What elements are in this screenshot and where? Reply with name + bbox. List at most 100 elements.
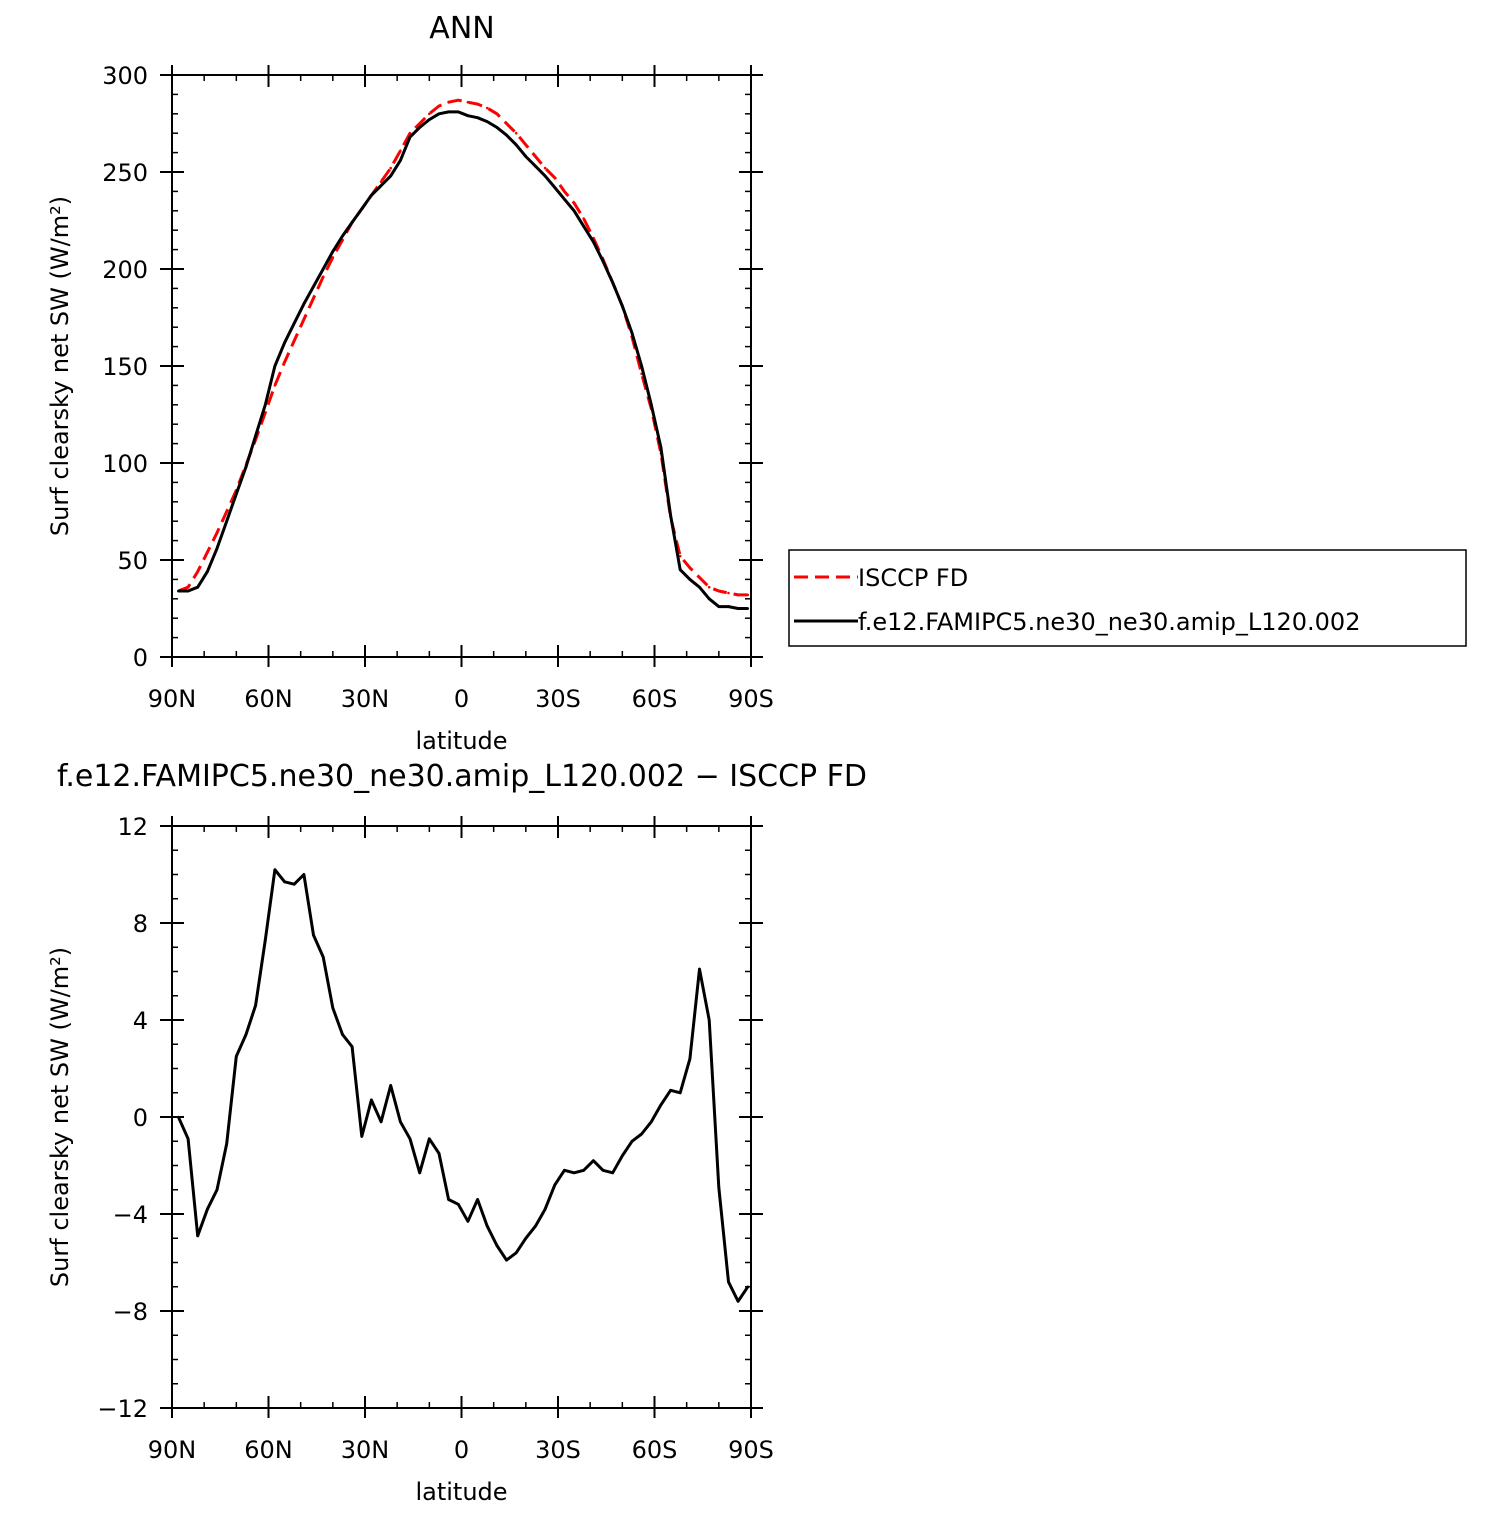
data-point (736, 593, 740, 597)
data-point (476, 102, 479, 106)
data-point (225, 1142, 228, 1145)
data-point (264, 403, 267, 407)
data-point (534, 164, 537, 168)
data-point (389, 166, 393, 170)
y-tick-label: 8 (133, 910, 148, 938)
x-tick-label: 90N (148, 685, 197, 713)
data-point (273, 384, 277, 387)
legend-box (788, 549, 1467, 647)
x-tick-label: 30S (535, 1436, 581, 1464)
data-point (485, 1224, 489, 1228)
data-point (350, 1045, 354, 1048)
data-point (379, 180, 383, 183)
y-tick-label: −4 (113, 1201, 148, 1229)
data-point (582, 1169, 585, 1172)
data-point (389, 174, 393, 178)
x-axis-label: latitude (415, 1478, 507, 1506)
y-tick-label: −12 (97, 1395, 148, 1423)
data-point (292, 882, 296, 886)
data-point (186, 585, 190, 589)
x-tick-label: 60S (632, 1436, 678, 1464)
data-point (563, 1169, 566, 1172)
data-point (312, 933, 315, 937)
data-point (485, 120, 489, 123)
data-point (698, 576, 701, 579)
data-point (727, 605, 730, 608)
data-point (495, 1244, 499, 1247)
data-point (466, 1220, 470, 1223)
data-point (611, 1171, 614, 1175)
data-point (476, 116, 479, 119)
series-line (177, 98, 748, 597)
y-tick-label: 50 (117, 547, 148, 575)
data-point (640, 1132, 643, 1136)
data-point (582, 217, 585, 220)
y-tick-label: 4 (133, 1007, 148, 1035)
data-point (678, 554, 682, 558)
data-point (485, 106, 489, 110)
chart-title: f.e12.FAMIPC5.ne30_ne30.amip_L120.002 − … (57, 759, 867, 794)
x-axis-label: latitude (415, 727, 507, 755)
data-point (389, 1084, 393, 1087)
data-point (727, 591, 730, 595)
data-point (698, 967, 701, 971)
legend: ISCCP FD f.e12.FAMIPC5.ne30_ne30.amip_L12… (788, 549, 1467, 647)
data-point (264, 938, 267, 942)
data-point (514, 1251, 518, 1255)
data-point (543, 166, 547, 170)
data-point (321, 955, 325, 959)
data-point (514, 131, 518, 135)
data-point (707, 1018, 711, 1022)
plot-frame (171, 825, 752, 1409)
data-point (186, 589, 190, 593)
plot-frame (171, 74, 752, 658)
data-point (283, 360, 286, 364)
data-point (659, 1103, 663, 1107)
data-point (206, 1207, 209, 1211)
data-point (341, 234, 344, 238)
data-point (196, 585, 199, 589)
data-point (283, 341, 286, 345)
data-point (312, 296, 315, 300)
data-point (302, 302, 306, 306)
data-point (466, 114, 470, 117)
data-point (350, 221, 354, 224)
legend-label: ISCCP FD (858, 564, 968, 592)
data-point (215, 1188, 219, 1192)
data-point (437, 104, 441, 108)
data-point (572, 201, 576, 205)
data-point (495, 126, 499, 129)
data-point (707, 585, 711, 589)
data-point (466, 100, 470, 104)
data-point (534, 155, 537, 158)
data-point (283, 880, 286, 884)
data-point (331, 256, 335, 259)
data-point (447, 100, 450, 104)
x-tick-label: 60S (632, 685, 678, 713)
data-point (292, 339, 296, 343)
data-point (476, 1198, 479, 1201)
x-tick-label: 60N (244, 1436, 293, 1464)
data-point (196, 570, 199, 573)
x-tick-label: 0 (454, 1436, 469, 1464)
data-point (177, 589, 180, 593)
data-point (457, 98, 460, 102)
data-point (601, 259, 605, 263)
data-point (292, 322, 296, 325)
data-point (408, 1137, 412, 1141)
data-point (601, 1169, 605, 1172)
data-point (447, 1198, 450, 1201)
data-point (457, 110, 460, 114)
x-tick-label: 30N (341, 685, 390, 713)
bottom-panel: 90N 60N 30N 0 30S 60S 90S −12 −8 −4 0 4 8 12 latitude S… (46, 759, 867, 1506)
data-point (370, 194, 373, 197)
x-tick-label: 60N (244, 685, 293, 713)
data-point (321, 275, 325, 279)
data-point (746, 1285, 750, 1289)
data-point (273, 364, 277, 368)
data-point (418, 1171, 422, 1175)
y-tick-label: 12 (117, 813, 148, 841)
data-point (273, 868, 277, 871)
data-point (543, 1207, 547, 1211)
data-point (669, 1089, 672, 1092)
